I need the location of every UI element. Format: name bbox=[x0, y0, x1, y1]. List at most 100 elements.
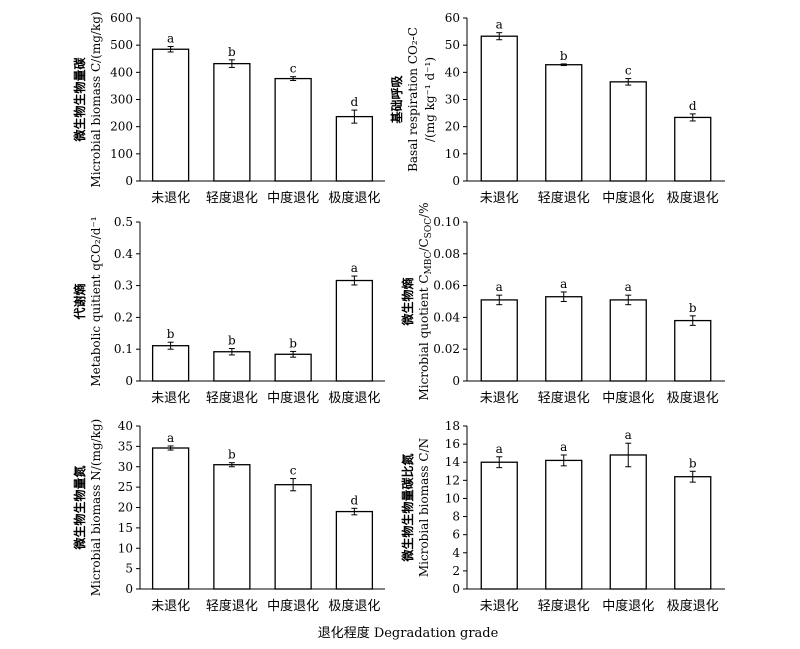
x-tick-label: 轻度退化 bbox=[206, 190, 258, 206]
y-tick-label: 0 bbox=[125, 582, 133, 596]
significance-letter: b bbox=[228, 45, 236, 59]
x-tick-label: 未退化 bbox=[151, 391, 190, 406]
x-tick-label: 中度退化 bbox=[267, 598, 319, 614]
x-tick-label: 极度退化 bbox=[328, 598, 380, 614]
significance-letter: b bbox=[289, 336, 297, 350]
bar bbox=[480, 35, 518, 182]
y-tick-label: 0.04 bbox=[433, 310, 460, 324]
bar bbox=[274, 484, 312, 590]
y-tick-label: 400 bbox=[110, 65, 133, 79]
bar bbox=[335, 510, 374, 590]
significance-letter: b bbox=[689, 456, 697, 470]
significance-letter: a bbox=[560, 277, 567, 291]
x-tick-label: 极度退化 bbox=[667, 190, 719, 206]
y-axis-label-cn: 微生物生物量碳比氮 bbox=[400, 453, 415, 562]
y-axis-label-cn: 微生物熵 bbox=[400, 277, 415, 326]
y-tick-label: 8 bbox=[452, 510, 460, 524]
y-axis-label-cn: 微生物生物量氮 bbox=[72, 465, 87, 550]
y-tick-label: 0.3 bbox=[114, 279, 133, 293]
y-tick-label: 0.5 bbox=[114, 215, 133, 229]
y-axis-label-en: Metabolic quitient qCO₂/d⁻¹ bbox=[89, 216, 103, 386]
y-tick-label: 0.02 bbox=[433, 342, 460, 356]
significance-letter: a bbox=[167, 431, 174, 445]
bar bbox=[151, 48, 190, 182]
y-tick-label: 4 bbox=[452, 546, 460, 560]
y-tick-label: 40 bbox=[118, 419, 133, 433]
x-tick-label: 极度退化 bbox=[328, 390, 380, 406]
significance-letter: c bbox=[625, 64, 632, 78]
y-axis-label-en-unit: /(mg kg⁻¹ d⁻¹) bbox=[423, 57, 437, 142]
y-tick-label: 40 bbox=[445, 65, 460, 79]
significance-letter: a bbox=[167, 32, 174, 46]
bar bbox=[674, 116, 712, 182]
significance-letter: a bbox=[496, 280, 503, 294]
y-tick-label: 2 bbox=[452, 564, 460, 578]
y-axis-label-en: Microbial biomass N/(mg/kg) bbox=[89, 419, 103, 597]
significance-letter: d bbox=[689, 99, 697, 113]
y-tick-label: 100 bbox=[110, 147, 133, 161]
y-tick-label: 0 bbox=[452, 582, 460, 596]
bar bbox=[545, 296, 583, 382]
y-tick-label: 12 bbox=[445, 473, 460, 487]
bar bbox=[480, 299, 518, 382]
x-tick-label: 未退化 bbox=[480, 391, 519, 406]
y-tick-label: 35 bbox=[118, 439, 133, 453]
y-axis-label-part: /% bbox=[417, 202, 431, 217]
significance-letter: d bbox=[351, 493, 359, 507]
y-tick-label: 0.10 bbox=[433, 215, 460, 229]
significance-letter: c bbox=[290, 62, 297, 76]
y-axis-label-part: Microbial quotient C bbox=[417, 274, 431, 400]
y-axis-label-part: MBC bbox=[424, 251, 434, 274]
y-tick-label: 0.06 bbox=[433, 279, 460, 293]
y-tick-label: 30 bbox=[445, 93, 460, 107]
y-tick-label: 10 bbox=[118, 541, 133, 555]
y-tick-label: 200 bbox=[110, 120, 133, 134]
x-tick-label: 轻度退化 bbox=[538, 598, 590, 614]
bar bbox=[213, 351, 251, 382]
y-axis-label-part: /C bbox=[417, 238, 431, 251]
y-tick-label: 0.1 bbox=[114, 342, 133, 356]
y-tick-label: 10 bbox=[445, 147, 460, 161]
bar bbox=[545, 459, 583, 590]
y-tick-label: 60 bbox=[445, 11, 460, 25]
y-tick-label: 50 bbox=[445, 38, 460, 52]
shared-x-axis-label: 退化程度 Degradation grade bbox=[318, 625, 499, 641]
y-axis-label-part: SOC bbox=[424, 218, 434, 239]
y-axis-label-en: Microbial biomass C/N bbox=[417, 438, 431, 577]
chart-panel: 0 0.1 0.2 0.3 0.4 0.5 b 未退化 b 轻度退化 b 中度退化 a 极度退化 代谢熵 Me… bbox=[72, 215, 385, 406]
bar bbox=[335, 115, 374, 182]
x-tick-label: 极度退化 bbox=[667, 390, 719, 406]
bar bbox=[151, 447, 190, 590]
x-tick-label: 轻度退化 bbox=[206, 390, 258, 406]
y-tick-label: 500 bbox=[110, 38, 133, 52]
y-tick-label: 0 bbox=[125, 174, 133, 188]
x-tick-label: 轻度退化 bbox=[206, 598, 258, 614]
significance-letter: b bbox=[228, 334, 236, 348]
y-tick-label: 14 bbox=[445, 455, 461, 469]
y-axis-label-cn: 基础呼吸 bbox=[389, 75, 404, 125]
significance-letter: c bbox=[290, 464, 297, 478]
bar bbox=[213, 62, 251, 182]
chart-panel: 0 5 10 15 20 25 30 35 40 a 未退化 b 轻度退化 c 中度退化 d 极度退化 微生物生物… bbox=[72, 419, 385, 614]
y-tick-label: 600 bbox=[110, 11, 133, 25]
x-tick-label: 未退化 bbox=[151, 191, 190, 206]
y-tick-label: 0.08 bbox=[433, 247, 460, 261]
significance-letter: b bbox=[560, 49, 568, 63]
y-axis-label-en: Microbial biomass C/(mg/kg) bbox=[89, 11, 103, 187]
bar bbox=[609, 454, 647, 590]
x-tick-label: 极度退化 bbox=[328, 190, 380, 206]
significance-letter: a bbox=[625, 428, 632, 442]
bar bbox=[609, 299, 647, 382]
significance-letter: a bbox=[560, 440, 567, 454]
y-tick-label: 5 bbox=[125, 562, 133, 576]
y-axis-label-cn: 代谢熵 bbox=[72, 283, 87, 320]
significance-letter: a bbox=[496, 442, 503, 456]
x-tick-label: 未退化 bbox=[151, 599, 190, 614]
y-tick-label: 16 bbox=[445, 437, 460, 451]
significance-letter: a bbox=[625, 280, 632, 294]
x-tick-label: 轻度退化 bbox=[538, 190, 590, 206]
y-tick-label: 10 bbox=[445, 491, 460, 505]
bar bbox=[674, 476, 712, 590]
y-axis-label-en: Basal respiration CO₂-C bbox=[406, 27, 420, 172]
